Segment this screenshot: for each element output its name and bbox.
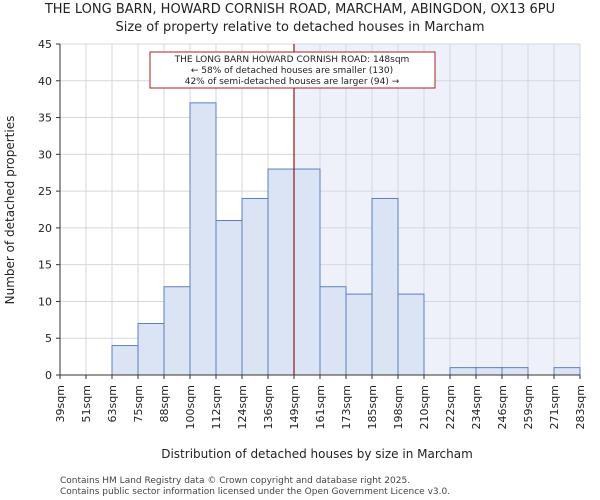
histogram-bar	[319, 286, 347, 376]
x-tick-label: 112sqm	[210, 385, 223, 429]
histogram-bar	[501, 367, 529, 376]
y-tick-label: 0	[45, 369, 52, 382]
x-tick-label: 173sqm	[340, 385, 353, 429]
histogram-bar	[215, 220, 243, 376]
histogram-bar	[553, 367, 581, 376]
x-tick-label: 39sqm	[54, 385, 67, 422]
y-tick-label: 15	[38, 259, 52, 272]
y-tick-label: 10	[38, 295, 52, 308]
histogram-bar	[397, 293, 425, 376]
x-tick-label: 185sqm	[366, 385, 379, 429]
x-tick-label: 283sqm	[574, 385, 587, 429]
histogram-bar	[241, 197, 269, 376]
bars-layer	[111, 102, 581, 376]
y-tick-label: 35	[38, 112, 52, 125]
x-tick-label: 210sqm	[418, 385, 431, 429]
y-tick-labels: 0 5 10 15 20 25 30 35 40 45	[38, 38, 60, 382]
annotation-box: THE LONG BARN HOWARD CORNISH ROAD: 148sq…	[149, 51, 436, 89]
chart-title: THE LONG BARN, HOWARD CORNISH ROAD, MARC…	[44, 2, 555, 17]
annotation-line-3: 42% of semi-detached houses are larger (…	[185, 77, 400, 87]
histogram-bar	[449, 367, 477, 376]
histogram-bar	[163, 286, 191, 376]
x-tick-label: 271sqm	[548, 385, 561, 429]
x-tick-label: 51sqm	[80, 385, 93, 422]
x-tick-label: 259sqm	[522, 385, 535, 429]
histogram-bar	[345, 293, 373, 376]
y-tick-label: 40	[38, 75, 52, 88]
annotation-line-1: THE LONG BARN HOWARD CORNISH ROAD: 148sq…	[174, 55, 410, 65]
footer-line-1: Contains HM Land Registry data © Crown c…	[60, 476, 410, 486]
y-tick-label: 45	[38, 38, 52, 51]
annotation-box-border	[149, 51, 436, 89]
histogram-bar	[267, 168, 295, 376]
x-tick-label: 161sqm	[314, 385, 327, 429]
chart-subtitle: Size of property relative to detached ho…	[115, 20, 484, 35]
x-tick-label: 198sqm	[392, 385, 405, 429]
y-axis-label: Number of detached properties	[3, 116, 17, 305]
footer-line-2: Contains public sector information licen…	[60, 487, 450, 497]
x-tick-label: 234sqm	[470, 385, 483, 429]
annotation-line-2: ← 58% of detached houses are smaller (13…	[191, 66, 393, 76]
x-axis-label: Distribution of detached houses by size …	[161, 447, 473, 461]
x-tick-label: 124sqm	[236, 385, 249, 429]
y-tick-label: 25	[38, 185, 52, 198]
histogram-bar	[111, 345, 139, 376]
y-tick-label: 5	[45, 332, 52, 345]
histogram-bar	[371, 197, 399, 376]
histogram-bar	[189, 102, 217, 376]
histogram-bar	[137, 323, 165, 376]
histogram-bar	[475, 367, 503, 376]
x-tick-label: 149sqm	[288, 385, 301, 429]
x-tick-label: 75sqm	[132, 385, 145, 422]
x-tick-label: 88sqm	[158, 385, 171, 422]
x-tick-labels: 39sqm 51sqm 63sqm 75sqm 88sqm 100sqm 112sqm 124…	[54, 375, 587, 429]
x-tick-label: 100sqm	[184, 385, 197, 429]
x-tick-label: 136sqm	[262, 385, 275, 429]
histogram-bar	[293, 168, 321, 376]
x-tick-label: 63sqm	[106, 385, 119, 422]
x-tick-label: 222sqm	[444, 385, 457, 429]
y-tick-label: 20	[38, 222, 52, 235]
x-tick-label: 246sqm	[496, 385, 509, 429]
y-tick-label: 30	[38, 148, 52, 161]
